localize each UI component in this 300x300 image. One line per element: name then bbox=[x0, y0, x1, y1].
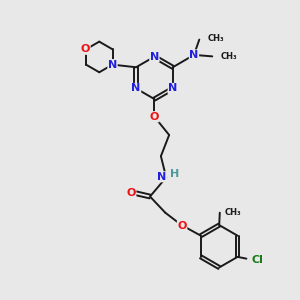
Text: O: O bbox=[150, 112, 159, 122]
Text: CH₃: CH₃ bbox=[208, 34, 224, 43]
Text: O: O bbox=[177, 221, 187, 231]
Text: H: H bbox=[170, 169, 179, 179]
Text: CH₃: CH₃ bbox=[225, 208, 242, 217]
Text: CH₃: CH₃ bbox=[220, 52, 237, 61]
Text: O: O bbox=[81, 44, 90, 54]
Text: N: N bbox=[131, 83, 141, 94]
Text: N: N bbox=[168, 83, 177, 94]
Text: N: N bbox=[150, 52, 159, 62]
Text: O: O bbox=[127, 188, 136, 198]
Text: N: N bbox=[108, 60, 117, 70]
Text: N: N bbox=[189, 50, 199, 60]
Text: Cl: Cl bbox=[251, 255, 263, 266]
Text: N: N bbox=[158, 172, 167, 182]
